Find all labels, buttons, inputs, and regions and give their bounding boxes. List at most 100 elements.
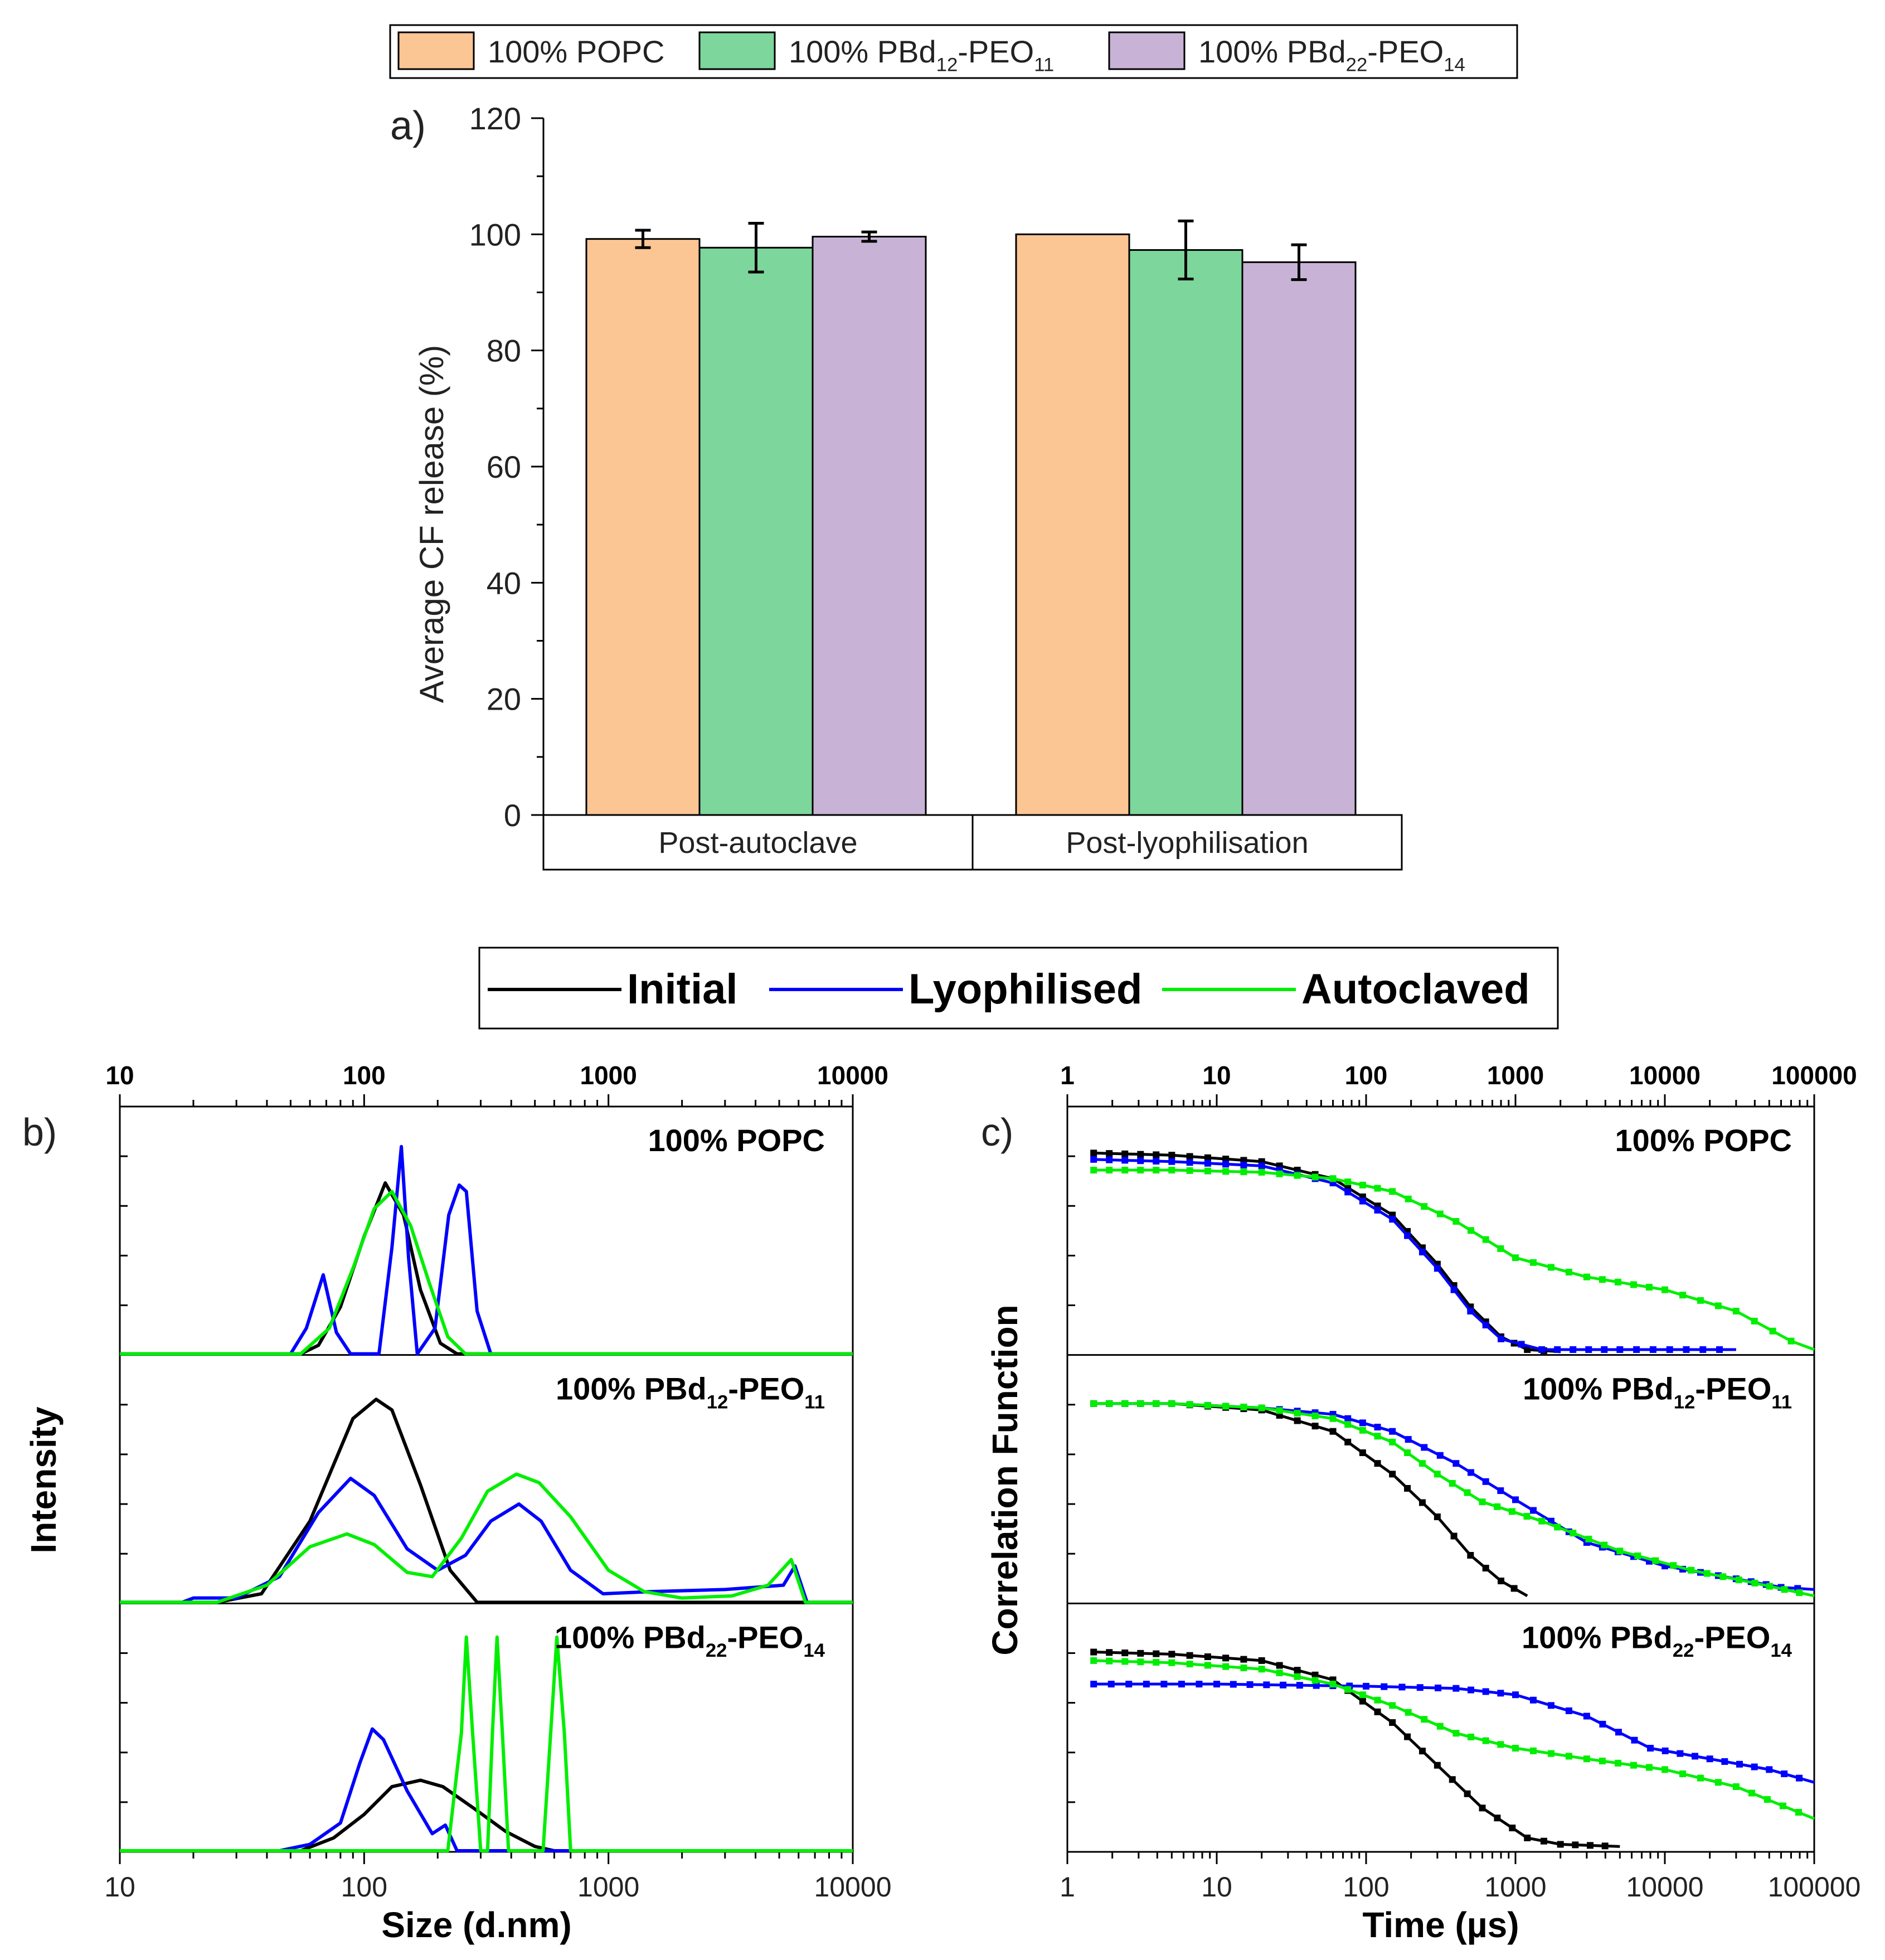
marker-autoclaved [1614, 1278, 1621, 1285]
marker-lyophilised [1374, 1424, 1381, 1431]
marker-lyophilised [1359, 1419, 1366, 1427]
marker-autoclaved [1418, 1460, 1426, 1467]
marker-autoclaved [1222, 1403, 1230, 1410]
marker-initial [1186, 1153, 1193, 1160]
marker-autoclaved [1389, 1702, 1396, 1709]
marker-initial [1374, 1460, 1381, 1467]
marker-lyophilised [1374, 1206, 1381, 1214]
marker-lyophilised [1497, 1690, 1504, 1697]
marker-initial [1168, 1651, 1175, 1658]
marker-autoclaved [1494, 1503, 1501, 1510]
marker-autoclaved [1787, 1337, 1795, 1345]
marker-autoclaved [1779, 1802, 1786, 1809]
marker-autoclaved [1106, 1400, 1113, 1407]
marker-lyophilised [1344, 1188, 1352, 1196]
subplot-label-sub2: 11 [804, 1391, 825, 1413]
marker-autoclaved [1186, 1401, 1193, 1408]
marker-autoclaved [1276, 1669, 1283, 1676]
marker-initial [1359, 1449, 1366, 1457]
marker-lyophilised [1230, 1681, 1237, 1688]
subplot-label-main: 100% POPC [1615, 1123, 1792, 1158]
marker-autoclaved [1583, 1273, 1590, 1280]
marker-lyophilised [1482, 1688, 1489, 1695]
marker-lyophilised [1570, 1346, 1577, 1353]
x-tick-label-top: 100000 [1771, 1061, 1857, 1090]
marker-initial [1404, 1484, 1411, 1492]
series-line-autoclaved [120, 1472, 853, 1604]
y-axis-title-a: Average CF release (%) [413, 345, 450, 703]
marker-autoclaved [1344, 1686, 1352, 1693]
legend-a-label: 100% PBd22-PEO14 [1198, 34, 1465, 76]
marker-lyophilised [1160, 1681, 1168, 1688]
legend-bc-frame [478, 947, 1559, 1030]
x-tick-label-top: 1 [1060, 1061, 1075, 1090]
marker-autoclaved [1404, 1449, 1411, 1457]
marker-lyophilised [1661, 1747, 1669, 1754]
marker-lyophilised [1296, 1682, 1303, 1689]
marker-lyophilised [1529, 1507, 1537, 1514]
marker-autoclaved [1508, 1508, 1515, 1515]
marker-lyophilised [1421, 1444, 1428, 1451]
marker-lyophilised [1716, 1346, 1723, 1353]
subplot-label: 100% POPC [648, 1123, 825, 1158]
marker-lyophilised [1452, 1685, 1460, 1692]
marker-lyophilised [1389, 1216, 1396, 1223]
subplot-label: 100% PBd12-PEO11 [556, 1371, 825, 1413]
subplot-label: 100% PBd12-PEO11 [1523, 1371, 1792, 1413]
marker-autoclaved [1186, 1661, 1193, 1668]
marker-initial [1389, 1719, 1396, 1726]
marker-initial [1510, 1585, 1518, 1592]
marker-lyophilised [1090, 1681, 1097, 1688]
y-tick-label-a: 120 [469, 101, 521, 136]
y-tick-label-a: 80 [487, 333, 521, 368]
marker-lyophilised [1585, 1346, 1592, 1353]
marker-initial [1389, 1471, 1396, 1478]
marker-lyophilised [1692, 1753, 1699, 1760]
marker-autoclaved [1634, 1552, 1641, 1559]
panel-a-bar-chart: 100% POPC 100% PBd12-PEO11 100% PBd22-PEO1… [389, 24, 1518, 871]
x-tick-label-top: 10000 [817, 1061, 888, 1090]
marker-autoclaved [1359, 1181, 1366, 1188]
marker-autoclaved [1735, 1576, 1742, 1584]
marker-initial [1329, 1428, 1337, 1435]
marker-autoclaved [1697, 1297, 1704, 1304]
legend-a-swatch [397, 31, 475, 70]
marker-autoclaved [1374, 1185, 1381, 1192]
marker-initial [1090, 1149, 1097, 1157]
bar-a [698, 246, 814, 816]
marker-autoclaved [1769, 1327, 1776, 1335]
marker-autoclaved [1763, 1796, 1771, 1803]
marker-autoclaved [1121, 1658, 1129, 1665]
marker-lyophilised [1263, 1681, 1270, 1689]
marker-lyophilised [1547, 1702, 1554, 1709]
subplot-label: 100% POPC [1615, 1123, 1792, 1158]
marker-autoclaved [1359, 1691, 1366, 1699]
marker-autoclaved [1468, 1733, 1475, 1740]
marker-autoclaved [1554, 1524, 1561, 1531]
marker-lyophilised [1240, 1161, 1247, 1168]
y-tick-label-a: 60 [487, 449, 521, 484]
marker-initial [1587, 1842, 1593, 1849]
marker-lyophilised [1529, 1696, 1537, 1704]
x-tick-label-top: 1000 [1487, 1061, 1544, 1090]
marker-lyophilised [1452, 1460, 1460, 1467]
panel-b-letter: b) [22, 1110, 57, 1154]
marker-initial [1464, 1790, 1471, 1797]
series-line-initial [120, 1398, 853, 1604]
legend-a: 100% POPC 100% PBd12-PEO11 100% PBd22-PEO1… [389, 24, 1518, 79]
marker-initial [1106, 1649, 1113, 1656]
marker-lyophilised [1107, 1681, 1115, 1688]
marker-initial [1482, 1565, 1489, 1572]
marker-autoclaved [1090, 1400, 1097, 1407]
marker-lyophilised [1121, 1157, 1129, 1164]
marker-autoclaved [1204, 1401, 1211, 1409]
subplot-label-sub1: 12 [707, 1391, 728, 1413]
marker-autoclaved [1697, 1774, 1704, 1782]
marker-autoclaved [1538, 1517, 1546, 1525]
marker-initial [1137, 1649, 1144, 1657]
series-line-autoclaved [120, 1635, 853, 1852]
marker-autoclaved [1585, 1535, 1592, 1542]
marker-autoclaved [1781, 1586, 1788, 1593]
marker-lyophilised [1404, 1232, 1411, 1239]
marker-autoclaved [1090, 1167, 1097, 1174]
